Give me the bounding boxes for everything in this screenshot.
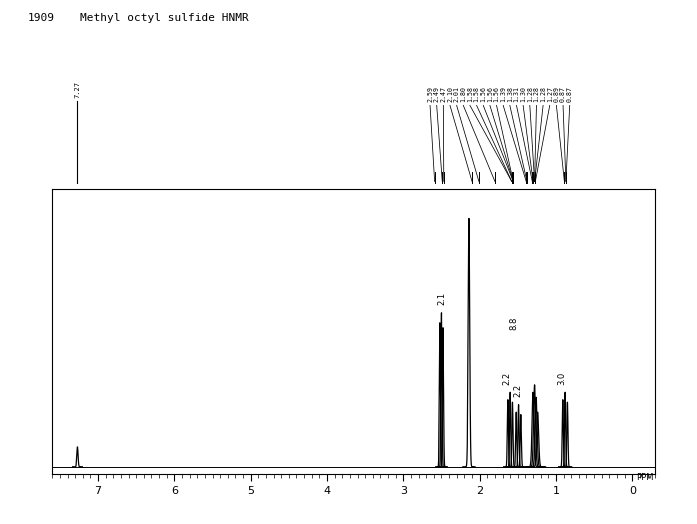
- Text: 1.28: 1.28: [533, 86, 539, 102]
- Text: 1909: 1909: [28, 13, 55, 23]
- Text: 2.1: 2.1: [437, 292, 446, 305]
- Text: 2.59: 2.59: [427, 86, 433, 102]
- Text: 0.87: 0.87: [560, 86, 566, 102]
- Text: 2.2: 2.2: [503, 372, 512, 385]
- Text: 1.28: 1.28: [540, 86, 546, 102]
- Text: 1.58: 1.58: [467, 86, 473, 102]
- Text: 1.56: 1.56: [487, 86, 493, 102]
- Text: 1.28: 1.28: [527, 86, 533, 102]
- Text: 1.38: 1.38: [507, 86, 513, 102]
- Text: 1.31: 1.31: [514, 86, 519, 102]
- Text: 1.58: 1.58: [473, 86, 480, 102]
- Text: 2.47: 2.47: [441, 86, 446, 102]
- Text: 0.87: 0.87: [567, 86, 573, 102]
- Text: 2.10: 2.10: [447, 86, 453, 102]
- Text: 1.80: 1.80: [460, 86, 466, 102]
- Text: 8.8: 8.8: [510, 317, 519, 330]
- Text: 3.0: 3.0: [558, 372, 567, 385]
- Text: PPM: PPM: [636, 473, 654, 482]
- Text: 1.56: 1.56: [480, 86, 487, 102]
- Text: 0.89: 0.89: [553, 86, 560, 102]
- Text: 2.2: 2.2: [513, 384, 522, 397]
- Text: 2.01: 2.01: [454, 86, 459, 102]
- Text: 1.39: 1.39: [500, 86, 506, 102]
- Text: Methyl octyl sulfide HNMR: Methyl octyl sulfide HNMR: [80, 13, 249, 23]
- Text: 7.27: 7.27: [75, 81, 80, 98]
- Text: 1.27: 1.27: [546, 86, 553, 102]
- Text: 2.49: 2.49: [434, 86, 440, 102]
- Text: 1.56: 1.56: [493, 86, 500, 102]
- Text: 1.30: 1.30: [520, 86, 526, 102]
